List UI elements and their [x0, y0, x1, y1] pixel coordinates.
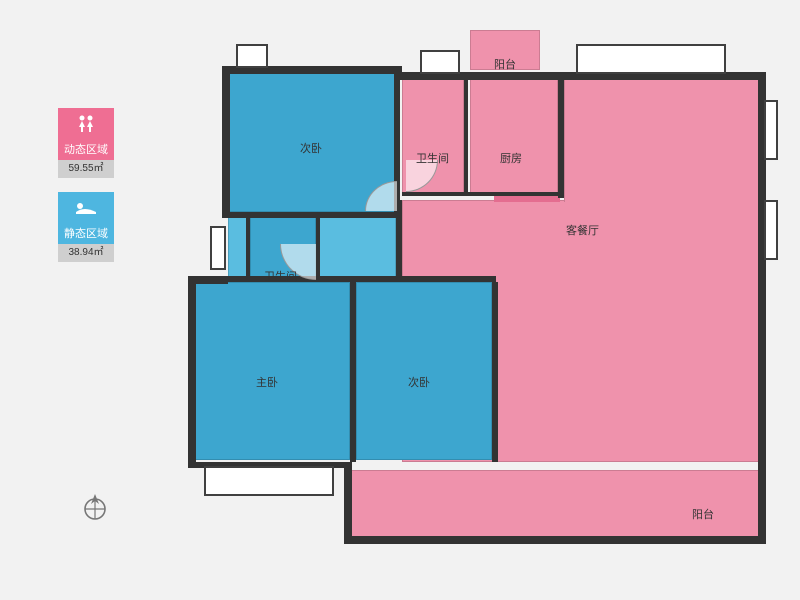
legend-dynamic-value: 59.55㎡: [58, 160, 114, 178]
floorplan: 阳台 厨房 卫生间 客餐厅 卫生间 次卧 主卧 次卧 阳台: [180, 30, 780, 590]
wall-bottom: [344, 536, 766, 544]
label-balcony-bottom: 阳台: [692, 506, 714, 522]
legend-static: 静态区域 38.94㎡: [58, 192, 118, 262]
room-bed-master: [194, 282, 350, 460]
wall-bath1-right: [464, 78, 468, 194]
label-balcony-top: 阳台: [494, 56, 516, 72]
room-balcony-bottom: [350, 470, 760, 540]
wall-beds-divider: [350, 282, 356, 462]
room-living-upper: [564, 78, 760, 202]
label-bath1: 卫生间: [416, 150, 449, 166]
label-living: 客餐厅: [566, 222, 599, 238]
legend: 动态区域 59.55㎡ 静态区域 38.94㎡: [58, 108, 118, 276]
legend-dynamic-label: 动态区域: [58, 140, 114, 160]
sleep-icon: [74, 200, 98, 216]
wall-right-balcony: [758, 466, 766, 544]
wall-bath2-left: [246, 216, 250, 278]
wall-kitchen-bottom: [464, 192, 562, 196]
sill-right2: [764, 200, 778, 260]
sill-right: [764, 100, 778, 160]
label-bed-sec-bottom: 次卧: [408, 374, 430, 390]
label-bath2: 卫生间: [264, 268, 297, 284]
legend-static-value: 38.94㎡: [58, 244, 114, 262]
people-icon: [75, 114, 97, 134]
wall-left-balcony: [344, 462, 352, 544]
wall-kitchen-right: [558, 78, 564, 198]
wall-bed2-right: [492, 282, 498, 462]
label-bed-master: 主卧: [256, 374, 278, 390]
room-kitchen: [470, 78, 558, 194]
wall-bath2-right: [316, 216, 320, 278]
legend-static-label: 静态区域: [58, 224, 114, 244]
wall-bath1-bottom: [402, 192, 466, 196]
legend-static-icon: [58, 192, 114, 224]
label-bed-sec-top: 次卧: [300, 140, 322, 156]
wall-left-lower: [188, 276, 196, 466]
wall-living-left: [396, 200, 402, 280]
wall-left-upper: [222, 66, 230, 216]
label-kitchen: 厨房: [500, 150, 522, 166]
sill-bottom-left: [204, 466, 334, 496]
wall-beds-top: [188, 276, 496, 282]
legend-dynamic-icon: [58, 108, 114, 140]
legend-dynamic: 动态区域 59.55㎡: [58, 108, 118, 178]
sill-left: [210, 226, 226, 270]
sill-top-left: [236, 44, 268, 68]
room-bed-secondary-bottom: [356, 282, 492, 460]
sill-top-mid: [420, 50, 460, 74]
compass-icon: [78, 490, 112, 529]
sill-top-right: [576, 44, 726, 74]
